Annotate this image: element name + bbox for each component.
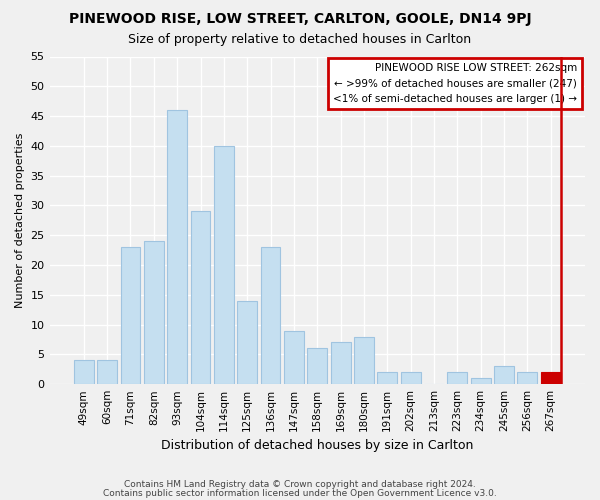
Bar	[517, 372, 538, 384]
Bar	[401, 372, 421, 384]
Bar	[260, 247, 280, 384]
Bar	[354, 336, 374, 384]
Text: Contains HM Land Registry data © Crown copyright and database right 2024.: Contains HM Land Registry data © Crown c…	[124, 480, 476, 489]
Text: PINEWOOD RISE, LOW STREET, CARLTON, GOOLE, DN14 9PJ: PINEWOOD RISE, LOW STREET, CARLTON, GOOL…	[68, 12, 532, 26]
Bar	[97, 360, 117, 384]
Bar	[494, 366, 514, 384]
Bar	[144, 241, 164, 384]
Bar	[307, 348, 327, 384]
Y-axis label: Number of detached properties: Number of detached properties	[15, 132, 25, 308]
Text: PINEWOOD RISE LOW STREET: 262sqm
← >99% of detached houses are smaller (247)
<1%: PINEWOOD RISE LOW STREET: 262sqm ← >99% …	[333, 63, 577, 104]
Bar	[191, 212, 211, 384]
Bar	[121, 247, 140, 384]
Bar	[471, 378, 491, 384]
Bar	[167, 110, 187, 384]
Bar	[238, 301, 257, 384]
Text: Contains public sector information licensed under the Open Government Licence v3: Contains public sector information licen…	[103, 490, 497, 498]
Bar	[331, 342, 350, 384]
X-axis label: Distribution of detached houses by size in Carlton: Distribution of detached houses by size …	[161, 440, 473, 452]
Bar	[284, 330, 304, 384]
Bar	[448, 372, 467, 384]
Bar	[74, 360, 94, 384]
Bar	[541, 372, 560, 384]
Bar	[377, 372, 397, 384]
Bar	[214, 146, 234, 384]
Text: Size of property relative to detached houses in Carlton: Size of property relative to detached ho…	[128, 32, 472, 46]
